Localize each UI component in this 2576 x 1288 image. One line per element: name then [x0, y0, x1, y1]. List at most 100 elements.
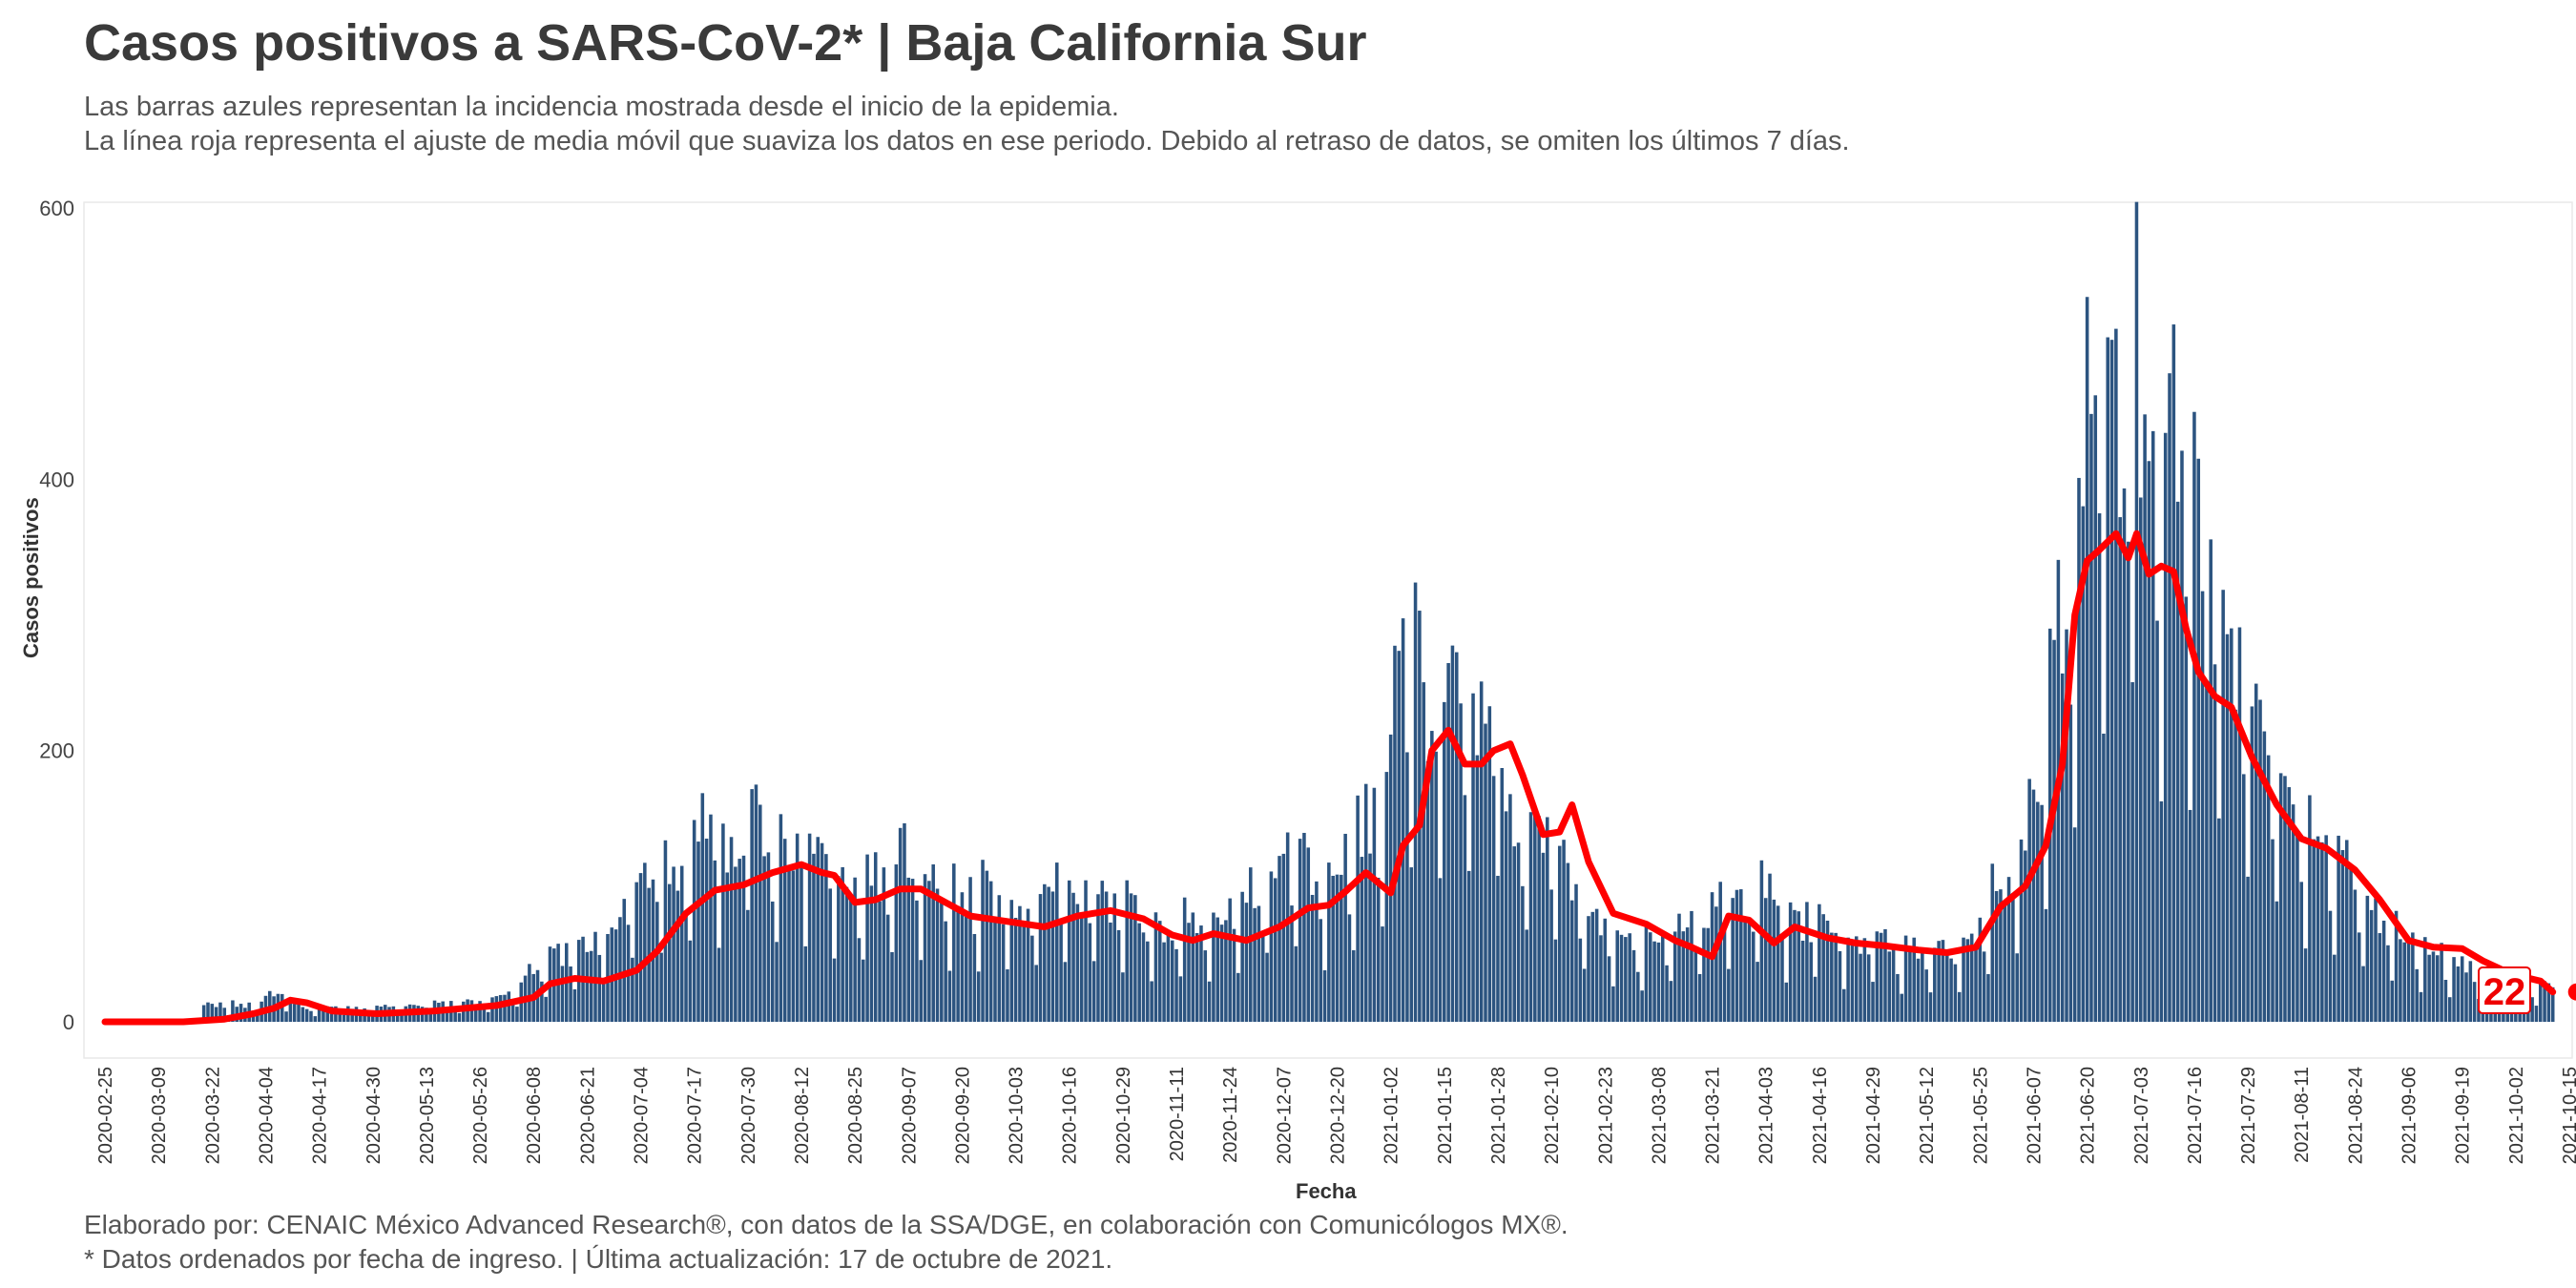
bar: [2538, 980, 2543, 1022]
bar: [1484, 723, 1487, 1022]
bar: [1999, 889, 2003, 1022]
bar: [952, 863, 956, 1022]
bar: [359, 1010, 363, 1022]
bar: [2147, 461, 2151, 1022]
x-tick-label: 2020-05-13: [417, 1067, 438, 1164]
bar: [2316, 836, 2320, 1022]
x-tick-label: 2021-10-02: [2506, 1067, 2527, 1164]
bar: [1071, 892, 1075, 1022]
bar: [857, 938, 862, 1022]
bar: [2337, 835, 2340, 1022]
bar: [1153, 912, 1158, 1022]
bar: [795, 833, 800, 1022]
bar: [1525, 929, 1528, 1022]
bar: [709, 814, 713, 1022]
bar: [1636, 971, 1640, 1022]
bar: [2361, 966, 2365, 1022]
bar: [1372, 787, 1377, 1022]
x-tick-label: 2020-03-09: [149, 1067, 170, 1164]
bar: [2044, 908, 2048, 1022]
bar: [940, 902, 944, 1022]
bar: [2027, 779, 2031, 1022]
bar: [2283, 776, 2287, 1022]
bar: [1937, 941, 1941, 1022]
bar: [1434, 751, 1438, 1022]
moving-average-series: [101, 530, 2576, 1026]
bar: [1854, 936, 1859, 1022]
bar: [869, 885, 874, 1022]
bar: [1631, 949, 1636, 1022]
bar: [2378, 933, 2382, 1022]
bar: [2150, 430, 2155, 1022]
x-tick-label: 2020-07-30: [738, 1067, 759, 1164]
bar: [1562, 840, 1566, 1022]
bar: [1994, 891, 1999, 1022]
bar: [1784, 982, 1789, 1022]
bar: [1652, 941, 1656, 1022]
x-tick-label: 2020-02-25: [95, 1067, 116, 1164]
bar: [1714, 906, 1718, 1022]
bar: [214, 1007, 218, 1022]
bar: [2543, 981, 2546, 1022]
bar: [985, 870, 989, 1022]
bar: [1818, 904, 1821, 1022]
bar: [1059, 919, 1063, 1022]
bar: [1294, 945, 1298, 1022]
bar: [1702, 927, 1706, 1022]
bar: [1953, 964, 1958, 1022]
bar: [2242, 774, 2246, 1022]
bar: [1315, 881, 1319, 1022]
bar: [770, 901, 775, 1022]
bar: [638, 873, 643, 1022]
bar: [1269, 871, 1274, 1022]
x-tick-label: 2021-02-10: [1542, 1067, 1563, 1164]
bar: [2127, 541, 2130, 1022]
bar: [1079, 915, 1084, 1022]
bar: [1116, 929, 1121, 1022]
bar: [1240, 891, 1244, 1022]
bar: [1809, 942, 1813, 1022]
x-tick-label: 2020-09-20: [952, 1067, 973, 1164]
bar: [1978, 917, 1983, 1022]
bar: [960, 892, 965, 1022]
bar: [2225, 634, 2230, 1022]
bar: [2065, 629, 2068, 1022]
x-tick-label: 2021-04-16: [1810, 1067, 1831, 1164]
bar: [2436, 955, 2440, 1022]
bar: [288, 997, 293, 1022]
bar: [1195, 933, 1199, 1022]
bar: [572, 988, 577, 1022]
bar: [717, 947, 721, 1022]
bar: [1166, 935, 1171, 1022]
bar: [692, 820, 696, 1022]
bar: [2196, 458, 2201, 1022]
bar: [1397, 651, 1402, 1022]
bar: [750, 789, 754, 1022]
bar: [2402, 942, 2406, 1022]
bar: [1615, 930, 1619, 1022]
x-tick-label: 2020-10-16: [1060, 1067, 1081, 1164]
bar: [1697, 973, 1702, 1022]
bar: [297, 1003, 301, 1022]
y-axis-label: Casos positivos: [19, 497, 43, 658]
bar: [2328, 910, 2333, 1022]
bar: [862, 959, 865, 1022]
bar: [643, 862, 647, 1022]
x-tick-label: 2021-05-12: [1917, 1067, 1938, 1164]
bar: [679, 865, 684, 1022]
x-tick-label: 2020-12-07: [1274, 1067, 1295, 1164]
bar: [1091, 961, 1096, 1022]
bar: [2217, 818, 2221, 1022]
bar: [1681, 931, 1686, 1022]
bar: [1009, 900, 1014, 1022]
bar: [2296, 836, 2299, 1022]
bar: [812, 853, 816, 1022]
bar: [2460, 956, 2464, 1022]
bar: [1360, 857, 1364, 1022]
bar: [2003, 904, 2007, 1022]
bar: [2365, 895, 2370, 1022]
bar: [964, 916, 968, 1022]
bar: [837, 876, 841, 1022]
bar: [1669, 981, 1673, 1022]
bar: [1533, 806, 1537, 1022]
